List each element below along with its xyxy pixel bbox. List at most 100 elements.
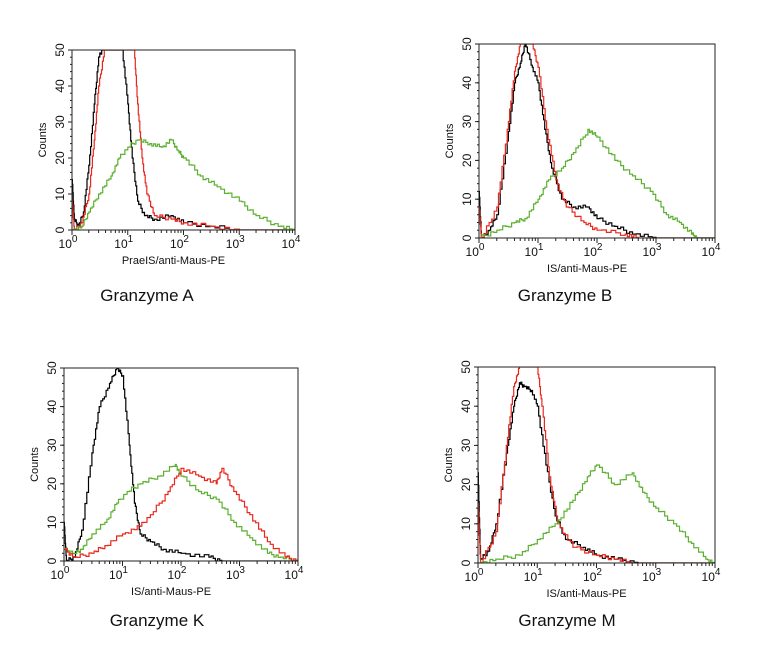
x-tick-base: 10 xyxy=(702,245,716,259)
x-tick-exponent: 0 xyxy=(479,242,485,253)
x-tick-label: 102 xyxy=(583,567,602,584)
x-tick-label: 103 xyxy=(642,567,661,584)
x-tick-base: 10 xyxy=(643,245,657,259)
x-tick-base: 10 xyxy=(226,237,240,251)
plot-frame xyxy=(63,367,299,562)
y-tick-label: 20 xyxy=(459,478,473,492)
x-tick-label: 101 xyxy=(109,565,128,582)
x-tick-label: 103 xyxy=(643,242,662,259)
x-axis-label: IS/anti-Maus-PE xyxy=(547,263,627,275)
series-line-black xyxy=(478,381,715,563)
y-tick-label: 0 xyxy=(460,234,474,241)
y-tick-label: 10 xyxy=(53,187,67,201)
x-tick-label: 101 xyxy=(114,234,133,251)
x-tick-base: 10 xyxy=(114,237,128,251)
x-tick-exponent: 4 xyxy=(298,565,304,576)
y-tick-label: 30 xyxy=(53,115,67,129)
panel-title: Granzyme K xyxy=(110,611,205,630)
series-line-black xyxy=(72,50,295,230)
y-tick-label: 10 xyxy=(459,517,473,531)
series-line-red xyxy=(478,367,715,563)
y-tick-label: 50 xyxy=(45,361,59,375)
series-line-black xyxy=(479,44,715,238)
x-tick-label: 100 xyxy=(59,234,78,251)
x-tick-base: 10 xyxy=(226,568,240,582)
x-tick-base: 10 xyxy=(525,245,539,259)
series-line-green xyxy=(72,138,295,230)
y-tick-label: 30 xyxy=(45,438,59,452)
x-tick-exponent: 0 xyxy=(72,234,78,245)
y-tick-label: 10 xyxy=(460,192,474,206)
y-tick-label: 40 xyxy=(460,76,474,90)
x-tick-base: 10 xyxy=(584,245,598,259)
x-tick-base: 10 xyxy=(702,570,716,584)
series-line-green xyxy=(478,464,715,563)
x-tick-exponent: 1 xyxy=(128,234,134,245)
series-line-red xyxy=(479,44,715,238)
x-tick-exponent: 2 xyxy=(183,234,189,245)
x-tick-exponent: 3 xyxy=(656,242,662,253)
x-tick-exponent: 0 xyxy=(64,565,70,576)
y-tick-label: 0 xyxy=(45,557,59,564)
y-tick-label: 10 xyxy=(45,515,59,529)
x-axis-label: IS/anti-Maus-PE xyxy=(131,586,211,598)
x-tick-base: 10 xyxy=(642,570,656,584)
y-tick-label: 30 xyxy=(459,438,473,452)
x-tick-label: 103 xyxy=(226,234,245,251)
panel-title: Granzyme B xyxy=(518,286,612,305)
x-tick-exponent: 2 xyxy=(181,565,187,576)
x-tick-exponent: 2 xyxy=(597,242,603,253)
x-tick-label: 100 xyxy=(465,567,484,584)
x-tick-exponent: 1 xyxy=(122,565,128,576)
x-tick-exponent: 4 xyxy=(295,234,301,245)
series-line-red xyxy=(64,467,298,561)
x-tick-base: 10 xyxy=(465,570,479,584)
y-tick-label: 20 xyxy=(460,153,474,167)
x-tick-label: 102 xyxy=(168,565,187,582)
y-axis-label: Counts xyxy=(444,123,456,158)
x-tick-label: 102 xyxy=(584,242,603,259)
x-tick-base: 10 xyxy=(524,570,538,584)
x-tick-exponent: 3 xyxy=(239,565,245,576)
x-tick-exponent: 2 xyxy=(596,567,602,578)
x-tick-base: 10 xyxy=(170,237,184,251)
x-axis-label: IS/anti-Maus-PE xyxy=(546,588,626,600)
x-tick-label: 104 xyxy=(282,234,301,251)
x-tick-base: 10 xyxy=(583,570,597,584)
y-tick-label: 50 xyxy=(460,37,474,51)
x-tick-exponent: 1 xyxy=(538,242,544,253)
y-axis-label: Counts xyxy=(29,447,41,482)
x-tick-exponent: 4 xyxy=(715,242,721,253)
x-tick-exponent: 1 xyxy=(537,567,543,578)
y-tick-label: 30 xyxy=(460,115,474,129)
y-axis-label: Counts xyxy=(37,122,49,157)
y-tick-label: 50 xyxy=(459,360,473,374)
series-line-black xyxy=(64,368,298,561)
panel-title: Granzyme M xyxy=(518,611,615,630)
x-axis-label: PraeIS/anti-Maus-PE xyxy=(122,255,225,267)
y-tick-label: 50 xyxy=(53,43,67,57)
x-tick-base: 10 xyxy=(285,568,299,582)
plot-frame xyxy=(71,49,296,231)
x-tick-label: 101 xyxy=(524,567,543,584)
x-tick-exponent: 3 xyxy=(656,567,662,578)
x-tick-label: 100 xyxy=(51,565,70,582)
x-tick-base: 10 xyxy=(282,237,296,251)
x-tick-label: 104 xyxy=(285,565,304,582)
x-tick-label: 104 xyxy=(702,567,721,584)
series-line-green xyxy=(64,463,298,561)
y-tick-label: 40 xyxy=(45,400,59,414)
y-tick-label: 0 xyxy=(53,226,67,233)
x-tick-exponent: 0 xyxy=(478,567,484,578)
x-tick-exponent: 4 xyxy=(715,567,721,578)
y-tick-label: 20 xyxy=(45,477,59,491)
y-tick-label: 0 xyxy=(459,559,473,566)
y-tick-label: 40 xyxy=(459,399,473,413)
series-line-green xyxy=(479,128,715,238)
x-tick-label: 102 xyxy=(170,234,189,251)
x-tick-label: 101 xyxy=(525,242,544,259)
